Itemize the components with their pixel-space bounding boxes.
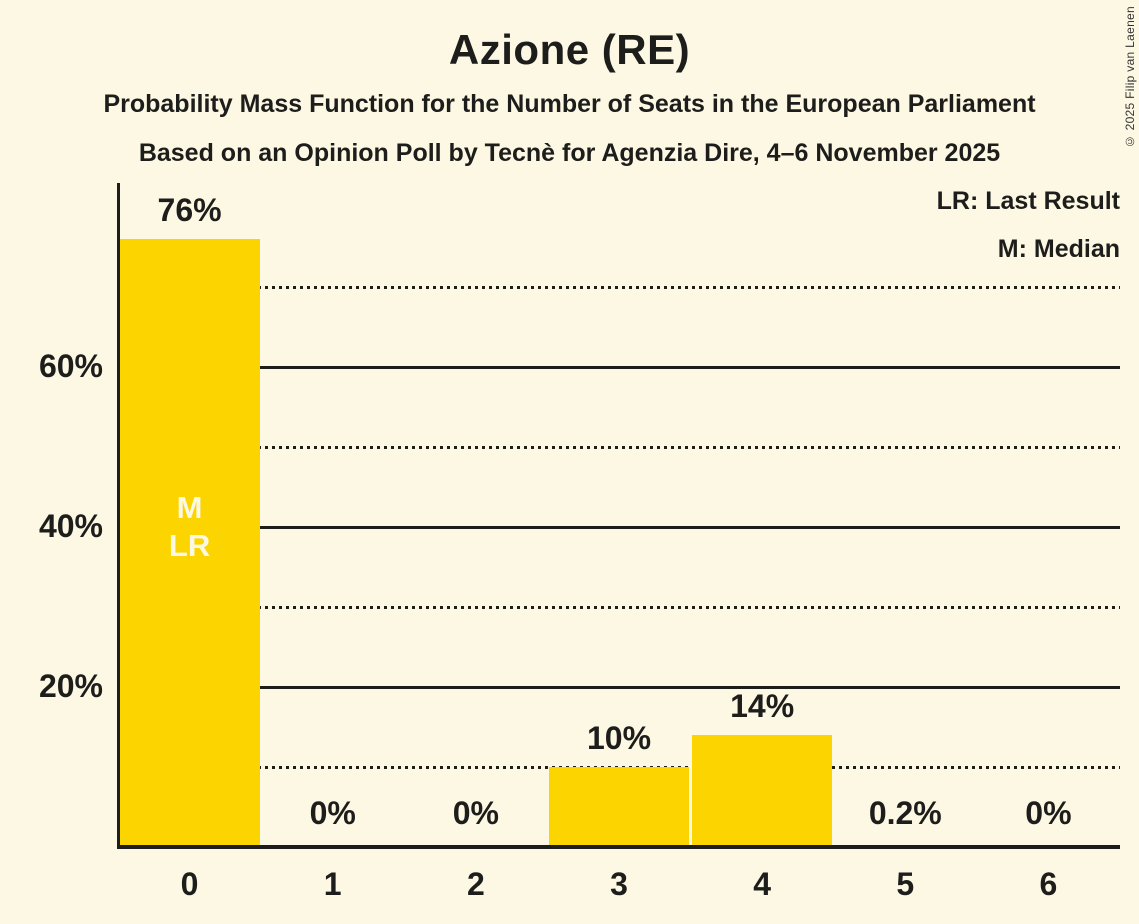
- x-axis-tick-3: 3: [610, 866, 628, 902]
- y-axis-tick-60pct: 60%: [38, 348, 103, 384]
- gridline-dotted-30pct: [118, 606, 1120, 609]
- bar-value-label-5: 0.2%: [868, 795, 942, 831]
- chart-subtitle: Probability Mass Function for the Number…: [103, 90, 1036, 118]
- legend-median: M: Median: [997, 235, 1120, 263]
- gridline-40pct: [118, 526, 1120, 529]
- copyright-notice: © 2025 Filip van Laenen: [1123, 6, 1137, 149]
- y-axis-tick-20pct: 20%: [38, 668, 103, 704]
- bar-value-label-2: 0%: [452, 795, 499, 831]
- bar-value-label-6: 0%: [1025, 795, 1072, 831]
- bar-value-label-0: 76%: [157, 192, 222, 228]
- chart-poll-details: Based on an Opinion Poll by Tecnè for Ag…: [138, 139, 1001, 167]
- x-axis-tick-5: 5: [896, 866, 915, 902]
- x-axis-tick-0: 0: [180, 866, 199, 902]
- bar-seats-4: [692, 735, 833, 847]
- bar-seats-0: [119, 239, 260, 847]
- bar-value-label-4: 14%: [730, 688, 795, 724]
- x-axis-tick-1: 1: [323, 866, 342, 902]
- x-axis-tick-4: 4: [753, 866, 772, 902]
- gridline-60pct: [118, 366, 1120, 369]
- gridline-dotted-70pct: [118, 286, 1120, 289]
- y-axis-line: [117, 183, 120, 849]
- bar-value-label-3: 10%: [586, 720, 652, 756]
- legend-last-result: LR: Last Result: [936, 187, 1120, 215]
- chart-title: Azione (RE): [448, 26, 691, 73]
- x-axis-line: [117, 845, 1120, 849]
- x-axis-tick-6: 6: [1039, 866, 1058, 902]
- bar-seats-3: [549, 767, 689, 847]
- y-axis-tick-40pct: 40%: [38, 508, 103, 544]
- x-axis-tick-2: 2: [466, 866, 485, 902]
- gridline-dotted-50pct: [118, 446, 1120, 449]
- bar-value-label-1: 0%: [309, 795, 356, 831]
- gridline-20pct: [118, 686, 1120, 689]
- median-and-last-result-markers: M LR: [168, 490, 211, 563]
